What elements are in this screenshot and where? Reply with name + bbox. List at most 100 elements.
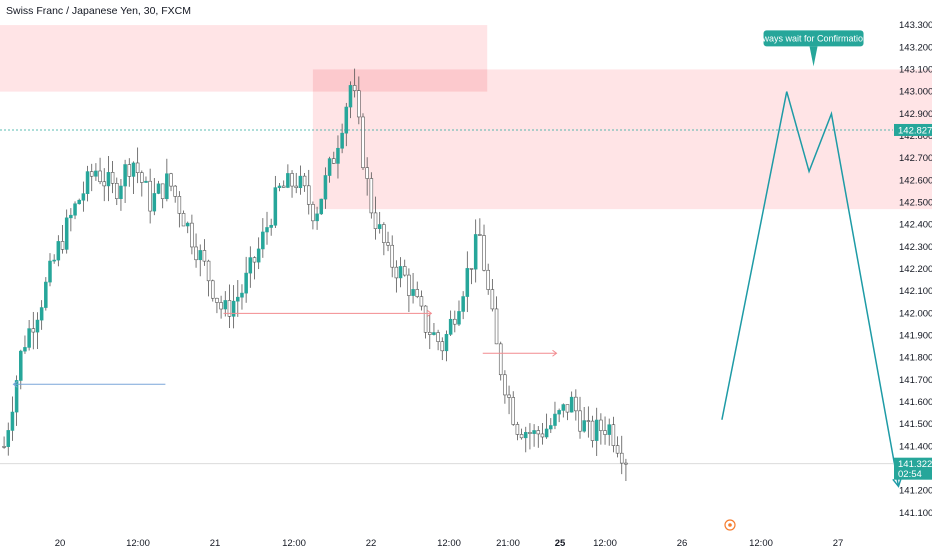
candle bbox=[210, 279, 215, 302]
x-tick-label: 22 bbox=[366, 538, 377, 549]
candle bbox=[478, 218, 482, 236]
candle-body bbox=[407, 274, 411, 296]
candle bbox=[574, 389, 578, 421]
candle-body bbox=[286, 173, 290, 188]
candle bbox=[327, 156, 332, 183]
y-tick-label: 141.700 bbox=[899, 375, 932, 386]
candle bbox=[486, 263, 490, 295]
candle bbox=[615, 436, 620, 458]
y-tick-label: 142.100 bbox=[899, 286, 932, 297]
candle bbox=[110, 161, 115, 194]
candle bbox=[115, 177, 119, 206]
candle-body bbox=[106, 172, 111, 187]
candle bbox=[160, 183, 165, 209]
candle-body bbox=[198, 250, 202, 261]
candle-body bbox=[402, 266, 407, 276]
candle bbox=[511, 391, 515, 426]
candle bbox=[407, 268, 411, 312]
candle bbox=[365, 157, 369, 196]
candle-body bbox=[31, 328, 36, 333]
candle bbox=[515, 421, 520, 441]
candle-body bbox=[448, 318, 453, 335]
candle-body bbox=[352, 85, 357, 91]
candle bbox=[340, 123, 344, 154]
candle-body bbox=[244, 272, 248, 294]
candle bbox=[428, 314, 432, 350]
candle-body bbox=[206, 260, 211, 282]
y-tick-label: 143.200 bbox=[899, 42, 932, 53]
candle bbox=[127, 158, 132, 187]
candle bbox=[206, 259, 211, 297]
candle bbox=[135, 147, 140, 184]
price-projection[interactable] bbox=[721, 91, 903, 488]
candle-body bbox=[344, 106, 349, 134]
candle-body bbox=[507, 394, 511, 398]
candle bbox=[106, 155, 111, 202]
candle bbox=[64, 209, 69, 254]
projection-arrow-head bbox=[892, 477, 903, 488]
candle bbox=[215, 297, 219, 314]
candle bbox=[156, 180, 161, 195]
candle-body bbox=[561, 404, 566, 411]
candle bbox=[265, 211, 269, 245]
x-tick-label: 12:00 bbox=[749, 538, 773, 549]
candle-body bbox=[336, 147, 340, 164]
candle bbox=[236, 280, 240, 317]
candle bbox=[469, 268, 474, 285]
candle-body bbox=[486, 269, 490, 290]
candle-body bbox=[423, 305, 428, 333]
candle-body bbox=[453, 318, 457, 325]
candle-body bbox=[478, 234, 482, 236]
candle-body bbox=[131, 162, 136, 177]
candle-body bbox=[185, 222, 190, 227]
y-tick-label: 141.900 bbox=[899, 331, 932, 342]
candle bbox=[457, 300, 461, 326]
candle-body bbox=[465, 268, 470, 297]
candle bbox=[273, 175, 278, 229]
candle-body bbox=[611, 424, 616, 446]
current-price-tag-text: 141.322 bbox=[898, 459, 932, 470]
candle bbox=[544, 413, 549, 439]
candle-body bbox=[498, 343, 503, 376]
price-axis[interactable]: 143.300 143.200 143.100 143.000 142.900 142.8… bbox=[899, 20, 932, 519]
candle-body bbox=[386, 242, 390, 246]
candle-body bbox=[140, 172, 144, 183]
candle-body bbox=[494, 308, 499, 345]
candle-body bbox=[169, 173, 173, 187]
candle-body bbox=[23, 347, 27, 352]
candle-body bbox=[256, 248, 261, 263]
annotation-callout[interactable]: Always wait for Confirmations bbox=[755, 30, 874, 67]
candle-body bbox=[473, 234, 478, 270]
candle bbox=[244, 256, 248, 303]
y-tick-label: 143.300 bbox=[899, 20, 932, 31]
drawn-arrows[interactable] bbox=[12, 309, 558, 388]
candle-body bbox=[557, 410, 561, 415]
candle bbox=[73, 201, 77, 220]
y-tick-label: 142.900 bbox=[899, 109, 932, 120]
candle bbox=[519, 428, 524, 440]
candle-body bbox=[89, 171, 94, 177]
y-tick-label: 141.800 bbox=[899, 353, 932, 364]
candle bbox=[398, 257, 403, 288]
candle-body bbox=[290, 173, 294, 187]
candle-body bbox=[56, 241, 61, 261]
candle bbox=[561, 403, 566, 418]
candle-body bbox=[440, 341, 445, 352]
candle bbox=[85, 165, 90, 202]
candle-body bbox=[599, 419, 603, 431]
y-tick-label: 142.600 bbox=[899, 175, 932, 186]
candle bbox=[611, 416, 616, 453]
candle-body bbox=[323, 175, 328, 200]
candle-body bbox=[210, 280, 215, 299]
event-marker[interactable] bbox=[724, 519, 736, 531]
candle-body bbox=[594, 419, 599, 441]
candle bbox=[119, 179, 123, 211]
y-tick-label: 141.400 bbox=[899, 441, 932, 452]
candle-body bbox=[202, 250, 207, 262]
candle bbox=[148, 168, 152, 224]
candle-body bbox=[160, 183, 165, 200]
candle bbox=[415, 281, 420, 299]
time-axis[interactable]: 20 12:00 21 12:00 22 12:00 21:00 25 12:00 26 12:00… bbox=[55, 538, 844, 549]
candle bbox=[532, 424, 536, 447]
